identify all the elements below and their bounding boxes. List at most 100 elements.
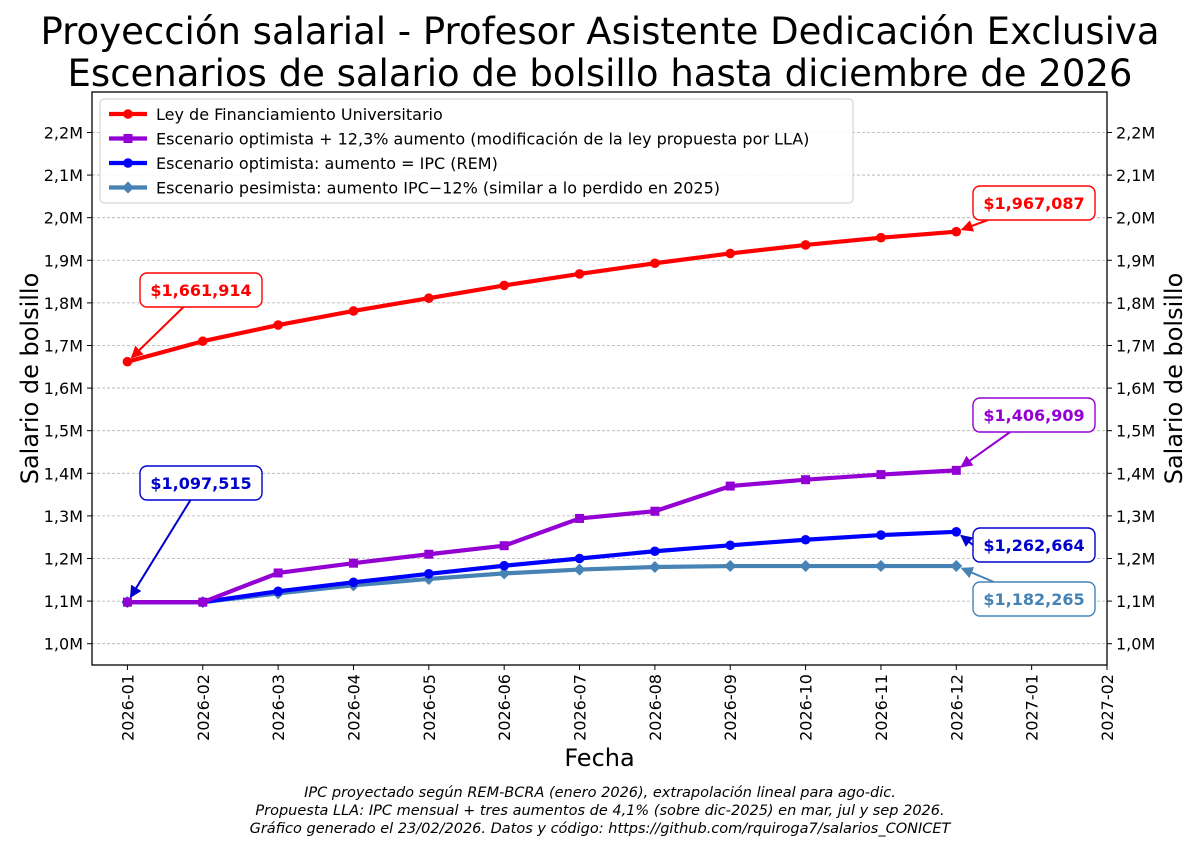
data-point-s0-5 [499, 280, 509, 291]
data-point-s1-11 [951, 465, 961, 475]
annotation-arrow [129, 499, 192, 599]
y-tick-label-left: 2,1M [44, 166, 83, 185]
data-point-s2-5 [499, 560, 509, 571]
data-point-s0-7 [650, 258, 660, 269]
data-point-s1-4 [424, 549, 434, 559]
series-line-0 [125, 229, 959, 364]
legend-marker-0 [123, 109, 133, 119]
y-tick-label-left: 2,2M [44, 123, 83, 142]
annotation-arrow [960, 567, 995, 583]
y-axis-label-left: Salario de bolsillo [16, 273, 44, 485]
chart-title-line1: Proyección salarial - Profesor Asistente… [40, 10, 1160, 53]
data-point-s2-3 [348, 577, 359, 588]
x-tick-label: 2026-12 [947, 674, 966, 741]
data-point-s1-7 [650, 506, 660, 516]
data-point-s2-10 [876, 530, 886, 540]
data-point-s2-2 [273, 586, 283, 597]
y-tick-label-left: 2,0M [44, 209, 83, 228]
annotation-label: $1,967,087 [983, 194, 1084, 213]
data-point-s1-2 [273, 568, 283, 578]
y-tick-label-left: 1,2M [44, 549, 83, 568]
annotation-arrow [960, 431, 1011, 468]
legend-marker-1 [123, 134, 133, 143]
y-tick-label-right: 1,4M [1116, 464, 1155, 483]
data-point-s0-1 [197, 336, 208, 347]
legend-label-2: Escenario optimista: aumento = IPC (REM) [156, 154, 498, 173]
data-point-s1-9 [801, 475, 811, 485]
data-point-s1-10 [876, 470, 886, 480]
x-tick-label: 2026-05 [420, 674, 439, 741]
data-point-s3-10 [874, 560, 887, 573]
y-tick-label-right: 1,6M [1116, 379, 1155, 398]
annotation-label: $1,182,265 [983, 590, 1084, 609]
data-point-s3-8 [724, 560, 737, 573]
data-point-s0-8 [725, 248, 736, 259]
y-tick-label-left: 1,0M [44, 635, 83, 654]
data-point-s2-7 [650, 546, 660, 557]
data-point-s0-11 [951, 226, 962, 237]
y-tick-label-right: 2,2M [1116, 123, 1155, 142]
annotation-box [139, 272, 263, 308]
x-tick-label: 2026-10 [797, 674, 816, 741]
legend-label-3: Escenario pesimista: aumento IPC−12% (si… [156, 179, 720, 198]
data-point-s1-6 [575, 513, 585, 523]
data-point-s2-11 [951, 526, 962, 537]
annotation-box [972, 185, 1096, 221]
annotation-label: $1,661,914 [150, 281, 251, 300]
data-point-s2-6 [574, 553, 585, 564]
y-axis-label-right: Salario de bolsillo [1160, 273, 1188, 485]
plot-frame [91, 91, 1108, 666]
data-point-s3-9 [799, 560, 812, 573]
data-point-s1-5 [499, 541, 509, 551]
y-tick-label-right: 2,0M [1116, 209, 1155, 228]
x-tick-label: 2026-02 [194, 674, 213, 741]
data-point-s0-4 [424, 293, 434, 303]
footnote-propuesta: Propuesta LLA: IPC mensual + tres aument… [255, 803, 945, 819]
legend-label-1: Escenario optimista + 12,3% aumento (mod… [156, 130, 809, 149]
data-point-s1-1 [198, 597, 208, 607]
x-tick-label: 2026-06 [495, 674, 514, 741]
x-tick-label: 2026-09 [721, 674, 740, 741]
x-tick-label: 2026-07 [571, 674, 590, 741]
data-point-s0-9 [800, 240, 811, 250]
data-point-s1-8 [725, 481, 735, 491]
y-tick-label-left: 1,1M [44, 592, 83, 611]
data-point-s3-7 [648, 561, 661, 574]
x-tick-label: 2027-02 [1098, 674, 1117, 741]
annotation-box [972, 527, 1096, 563]
chart-title-line2: Escenarios de salario de bolsillo hasta … [67, 52, 1133, 95]
data-point-s0-2 [273, 320, 283, 330]
data-point-s3-11 [950, 560, 963, 573]
annotation-arrow [960, 219, 989, 232]
data-point-s1-0 [122, 597, 132, 607]
legend-marker-2 [123, 158, 133, 168]
y-tick-label-left: 1,6M [44, 379, 83, 398]
y-tick-label-right: 1,3M [1116, 507, 1155, 526]
annotation-box [972, 397, 1096, 433]
annotation-arrow [960, 534, 974, 547]
data-point-s2-9 [800, 534, 811, 545]
y-tick-label-right: 1,2M [1116, 549, 1155, 568]
y-tick-label-right: 2,1M [1116, 166, 1155, 185]
y-tick-label-right: 1,7M [1116, 336, 1155, 355]
series-line-2 [125, 529, 959, 605]
y-tick-label-right: 1,5M [1116, 422, 1155, 441]
x-tick-label: 2026-08 [646, 674, 665, 741]
x-tick-label: 2026-01 [118, 674, 137, 741]
data-point-s2-8 [725, 540, 736, 551]
y-tick-label-left: 1,9M [44, 251, 83, 270]
legend-label-0: Ley de Financiamiento Universitario [156, 105, 443, 124]
y-tick-label-left: 1,3M [44, 507, 83, 526]
data-point-s0-3 [348, 306, 359, 316]
data-point-s1-3 [348, 558, 358, 568]
x-tick-label: 2026-11 [872, 674, 891, 741]
series-line-1 [125, 468, 959, 605]
data-point-s0-0 [122, 356, 133, 367]
footnote-generado: Gráfico generado el 23/02/2026. Datos y … [249, 821, 951, 837]
y-tick-label-left: 1,5M [44, 422, 83, 441]
y-tick-label-left: 1,4M [44, 464, 83, 483]
x-tick-label: 2026-03 [269, 674, 288, 741]
y-tick-label-right: 1,9M [1116, 251, 1155, 270]
annotation-box [972, 581, 1096, 617]
